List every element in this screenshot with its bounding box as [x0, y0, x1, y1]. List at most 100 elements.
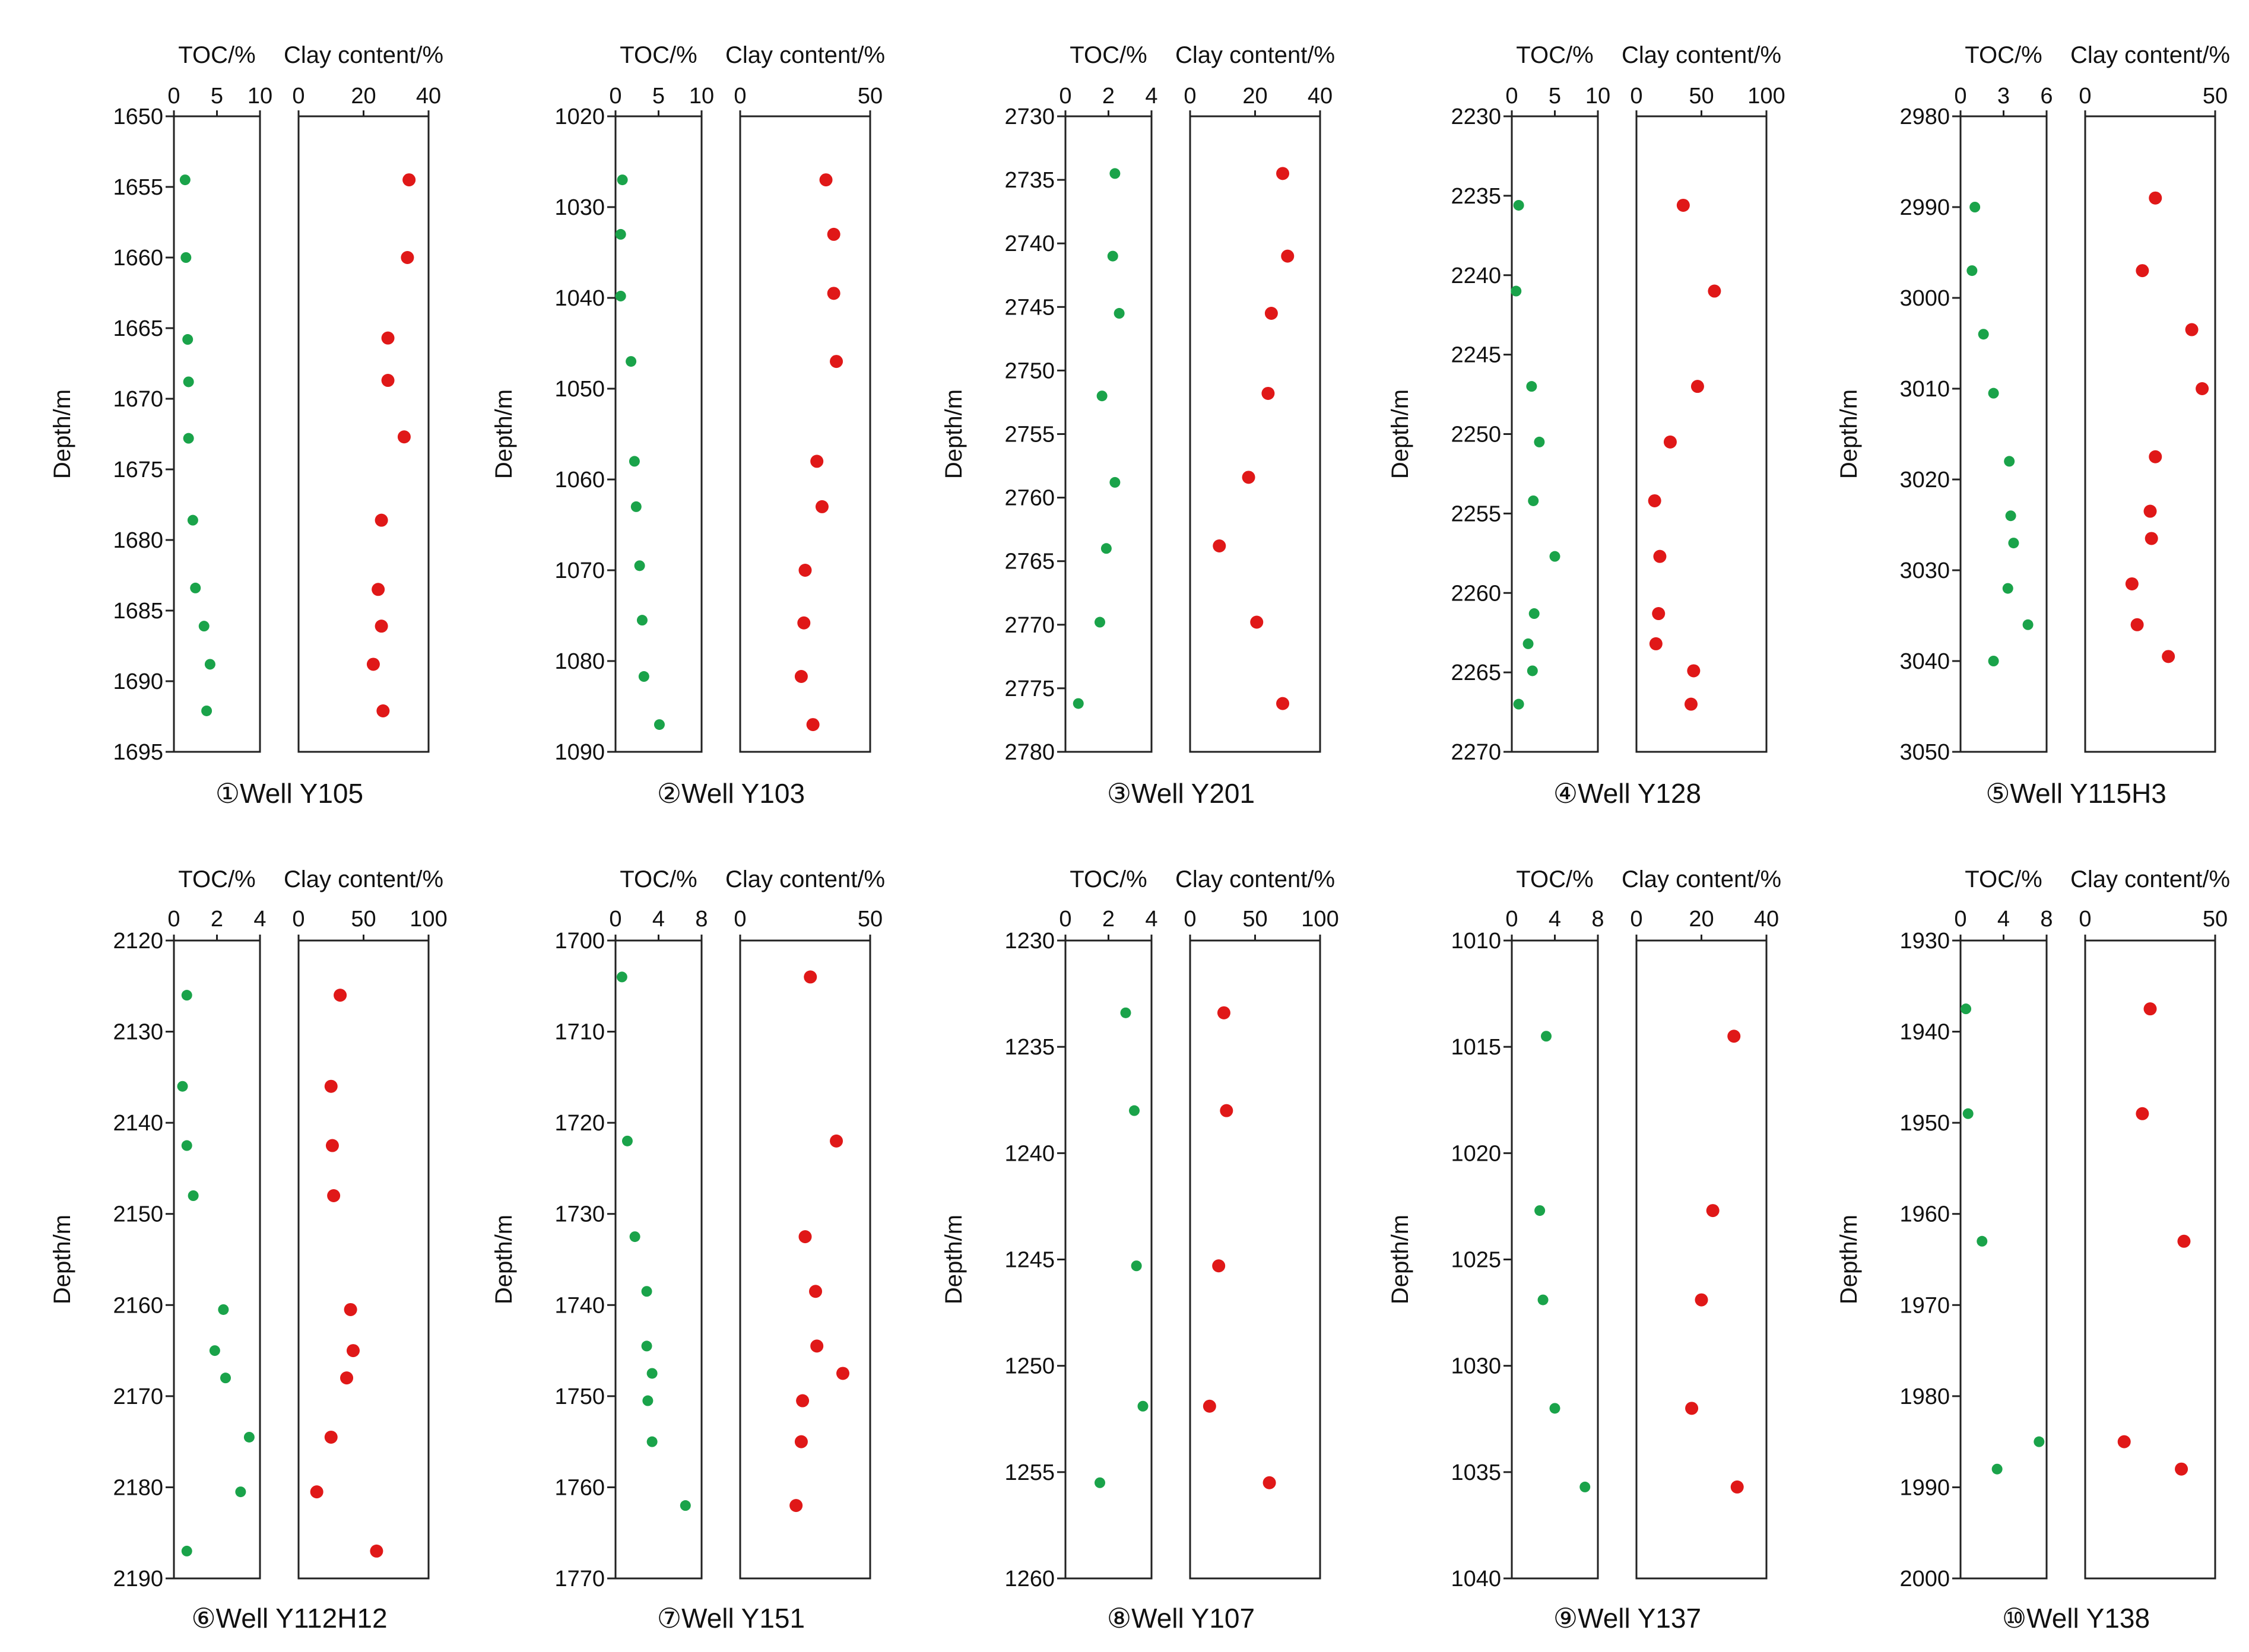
- depth-tick-label: 2190: [113, 1567, 163, 1591]
- depth-tick-label: 1050: [554, 377, 605, 402]
- clay-tick-label: 50: [2203, 907, 2228, 932]
- clay-point: [798, 564, 812, 577]
- depth-tick-label: 1020: [554, 104, 605, 129]
- clay-panel-frame: [1635, 115, 1768, 753]
- toc-axis-title: TOC/%: [1516, 866, 1593, 892]
- depth-tick-label: 2240: [1451, 263, 1501, 288]
- clay-point: [2162, 650, 2175, 663]
- clay-point: [2175, 1462, 2188, 1476]
- clay-point: [1685, 1402, 1699, 1415]
- clay-point: [1281, 249, 1295, 263]
- well-chart-10: 1930 1940 1950 1960 1970 1980 1990 2000 Depth/m T…: [1836, 866, 2230, 1634]
- well-chart-5: 29802990300030103020303030403050Depth/mT…: [1836, 42, 2230, 809]
- toc-point: [621, 1135, 633, 1146]
- depth-tick-label: 1670: [113, 387, 163, 412]
- toc-point: [1991, 1463, 2003, 1475]
- toc-axis-title: TOC/%: [178, 42, 255, 68]
- toc-tick-label: 0: [1505, 84, 1518, 109]
- clay-point: [1213, 539, 1226, 552]
- clay-point: [2143, 1002, 2157, 1016]
- depth-axis-title: Depth/m: [491, 1215, 517, 1304]
- clay-point: [324, 1079, 338, 1093]
- clay-point: [1276, 697, 1290, 710]
- well-label: ③Well Y201: [1107, 778, 1255, 809]
- toc-point: [2005, 510, 2016, 522]
- clay-point: [325, 1139, 339, 1152]
- toc-point: [181, 1545, 192, 1556]
- clay-tick-label: 50: [1689, 84, 1714, 109]
- clay-tick-label: 0: [292, 84, 304, 109]
- depth-tick-label: 2760: [1004, 486, 1055, 511]
- clay-point: [2149, 191, 2162, 205]
- toc-point: [2004, 456, 2015, 467]
- toc-point: [188, 1190, 199, 1201]
- toc-tick-label: 2: [211, 907, 223, 932]
- toc-axis-title: TOC/%: [620, 866, 697, 892]
- clay-tick-label: 0: [734, 907, 746, 932]
- depth-tick-label: 2265: [1451, 660, 1501, 685]
- toc-point: [1100, 543, 1112, 554]
- clay-tick-label: 50: [858, 84, 883, 109]
- toc-point: [642, 1395, 654, 1406]
- toc-point: [626, 356, 637, 367]
- depth-tick-label: 1720: [554, 1111, 605, 1136]
- depth-tick-label: 2140: [113, 1111, 163, 1136]
- depth-tick-label: 2990: [1899, 195, 1950, 220]
- depth-tick-label: 2245: [1451, 343, 1501, 368]
- clay-point: [809, 1285, 823, 1298]
- clay-axis-title: Clay content/%: [1622, 866, 1781, 892]
- clay-point: [370, 1544, 383, 1558]
- clay-point: [1730, 1480, 1744, 1494]
- toc-point: [1513, 698, 1524, 710]
- toc-point: [204, 659, 215, 670]
- toc-point: [634, 560, 645, 571]
- toc-point: [629, 1231, 640, 1243]
- toc-point: [1129, 1105, 1140, 1116]
- depth-tick-label: 1680: [113, 528, 163, 553]
- depth-tick-label: 3040: [1899, 649, 1950, 674]
- clay-point: [2117, 1435, 2131, 1448]
- clay-point: [2196, 382, 2209, 395]
- clay-axis-title: Clay content/%: [725, 866, 885, 892]
- toc-point: [209, 1345, 220, 1356]
- toc-tick-label: 4: [253, 907, 266, 932]
- toc-point: [177, 1081, 188, 1092]
- depth-tick-label: 2770: [1004, 613, 1055, 638]
- toc-point: [615, 228, 626, 240]
- depth-tick-label: 1940: [1899, 1020, 1950, 1045]
- clay-point: [1648, 494, 1661, 507]
- toc-point: [1526, 381, 1537, 392]
- depth-tick-label: 3000: [1899, 286, 1950, 311]
- clay-point: [1684, 697, 1698, 711]
- toc-point: [180, 252, 192, 263]
- well-label: ⑩Well Y138: [2002, 1603, 2150, 1634]
- toc-point: [1109, 168, 1121, 179]
- clay-tick-label: 50: [1242, 907, 1267, 932]
- clay-panel-frame: [739, 939, 871, 1580]
- toc-point: [1513, 199, 1524, 211]
- depth-tick-label: 1040: [1451, 1567, 1501, 1591]
- depth-tick-label: 1035: [1451, 1460, 1501, 1485]
- toc-point: [1131, 1260, 1142, 1272]
- depth-tick-label: 1025: [1451, 1248, 1501, 1273]
- depth-tick-label: 2270: [1451, 740, 1501, 765]
- toc-point: [181, 1140, 192, 1151]
- well-chart-8: 1230 1235 1240 1245 1250 1255 1260 Depth/m TOC/%…: [941, 866, 1339, 1634]
- toc-point: [1073, 698, 1084, 709]
- clay-point: [375, 513, 388, 527]
- clay-panel-frame: [297, 939, 430, 1580]
- depth-tick-label: 1040: [554, 286, 605, 311]
- clay-point: [402, 173, 416, 187]
- depth-tick-label: 2980: [1899, 104, 1950, 129]
- depth-tick-label: 2255: [1451, 501, 1501, 526]
- well-label: ⑥Well Y112H12: [191, 1603, 387, 1634]
- clay-point: [401, 251, 414, 264]
- clay-point: [1652, 607, 1666, 621]
- clay-point: [794, 670, 808, 684]
- toc-point: [1541, 1031, 1552, 1042]
- toc-panel-frame: [614, 939, 703, 1580]
- well-label: ⑨Well Y137: [1553, 1603, 1701, 1634]
- clay-point: [346, 1344, 360, 1358]
- toc-axis-title: TOC/%: [178, 866, 255, 892]
